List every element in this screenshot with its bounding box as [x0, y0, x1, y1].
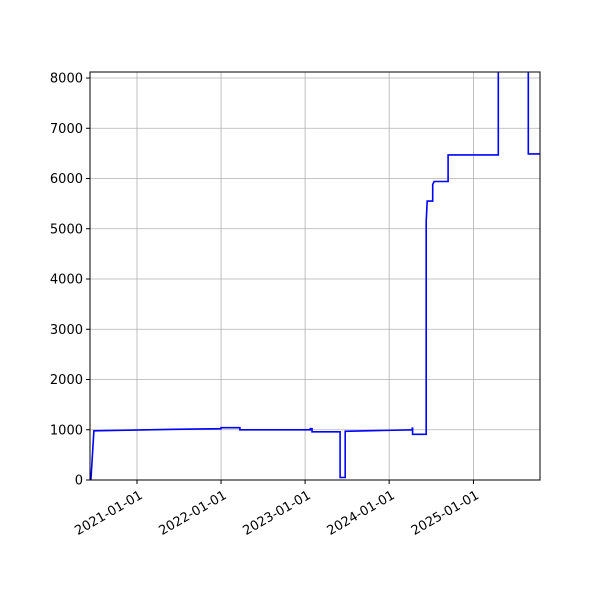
y-tick-label: 2000 [50, 373, 83, 388]
series-line [90, 72, 540, 480]
y-tick-label: 0 [75, 474, 83, 489]
y-tick-label: 5000 [50, 222, 83, 237]
y-tick-label: 6000 [50, 172, 83, 187]
y-axis: 0 1000 2000 3000 4000 5000 6000 7000 8000 [50, 72, 90, 489]
axes-frame [89, 71, 541, 481]
y-tick-label: 3000 [50, 323, 83, 338]
y-tick-label: 7000 [50, 122, 83, 137]
y-tick-label: 1000 [50, 423, 83, 438]
series-layer [90, 72, 540, 480]
y-tick-label: 4000 [50, 273, 83, 288]
y-tick-label: 8000 [50, 72, 83, 87]
grid [90, 72, 540, 481]
